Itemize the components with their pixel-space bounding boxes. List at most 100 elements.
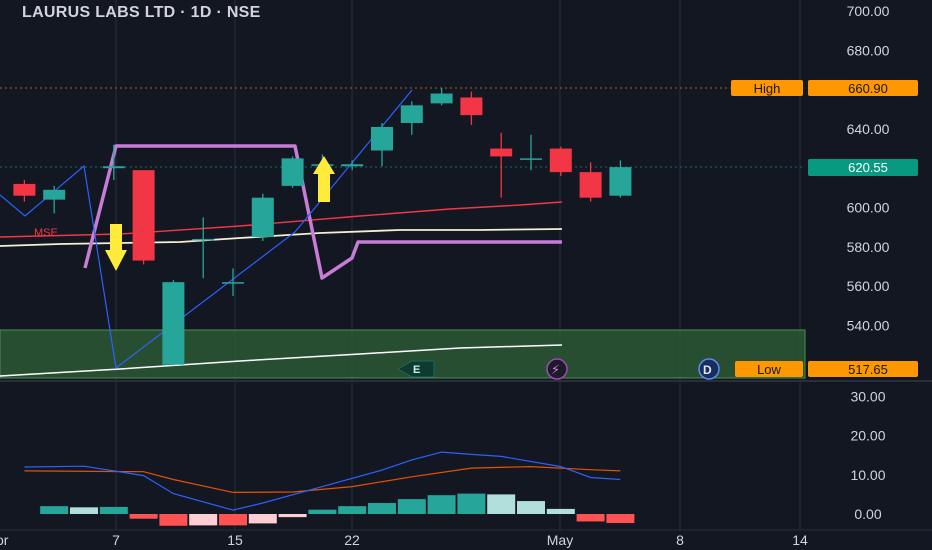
buy-arrow-icon (313, 156, 335, 202)
candle-body (281, 158, 304, 186)
dividend-marker-label: D (703, 363, 712, 377)
dividend-marker-icon[interactable]: D (698, 358, 720, 380)
macd-histogram-bar (606, 514, 635, 524)
candle-body (222, 282, 244, 284)
bullish-candle (341, 160, 364, 171)
bearish-candle (460, 91, 483, 125)
price-tick-label: 580.00 (847, 239, 890, 255)
macd-histogram-bar (546, 508, 575, 514)
high-badge-label: High (754, 81, 781, 96)
macd-histogram-bar (576, 514, 605, 522)
low-badge-label: Low (757, 362, 781, 377)
bullish-candle (162, 280, 185, 365)
time-tick-label: 14 (792, 532, 808, 548)
last-price-label: 620.55 (848, 160, 888, 175)
price-tick-label: 680.00 (847, 42, 890, 58)
macd-histogram-bar (368, 503, 396, 514)
high-value-label: 660.90 (848, 81, 888, 96)
last-price-badge: 620.55 (808, 159, 918, 176)
candle-body (192, 238, 215, 241)
price-tick-label: 700.00 (847, 3, 890, 19)
macd-histogram-bar (487, 494, 516, 514)
candle-body (430, 93, 453, 104)
bullish-candle (251, 193, 274, 241)
macd-tick-label: 10.00 (850, 467, 885, 483)
bullish-candle (371, 123, 393, 167)
purple-trend-line (83, 144, 562, 280)
candle-body (132, 170, 155, 261)
price-tick-label: 600.00 (847, 200, 890, 216)
candle-body (13, 183, 36, 196)
indicator-lines: MSE (0, 89, 563, 377)
macd-line (24, 451, 621, 511)
blue-zigzag-line (0, 89, 413, 370)
candle-body (251, 197, 274, 237)
high-badge: High 660.90 (731, 80, 918, 96)
time-tick-label: 7 (112, 532, 120, 548)
time-axis[interactable]: 7 15 22 May 8 14 or (0, 529, 932, 548)
macd-histogram-bar (159, 514, 188, 526)
candle-body (549, 148, 572, 173)
bullish-candle (400, 101, 423, 135)
white-long-moving-average (0, 344, 563, 377)
price-tick-label: 540.00 (847, 317, 890, 333)
macd-histogram-bar (248, 514, 277, 524)
candle-body (490, 148, 513, 157)
bullish-candle (43, 185, 66, 214)
macd-histogram-bar (129, 514, 158, 519)
macd-histogram-bar (189, 514, 218, 526)
cream-moving-average (0, 228, 563, 247)
bullish-candle (520, 134, 542, 171)
candles (13, 87, 632, 365)
low-value-label: 517.65 (848, 362, 888, 377)
bullish-candle (430, 87, 453, 106)
bullish-candle (609, 160, 632, 198)
macd-tick-label: 0.00 (854, 506, 881, 522)
macd-histogram-bar (99, 506, 128, 514)
candle-body (102, 166, 125, 169)
bullish-candle (281, 156, 304, 188)
bearish-candle (490, 132, 513, 198)
candle-body (609, 167, 632, 196)
bullish-candle (102, 144, 125, 180)
candle-body (43, 189, 66, 200)
time-tick-label-partial: or (0, 532, 9, 548)
red-moving-average (0, 201, 563, 238)
candle-body (341, 164, 364, 167)
grid (115, 0, 801, 530)
macd-histogram-bar (40, 506, 69, 514)
macd-histogram-bar (278, 514, 307, 518)
lightning-marker-label: ⚡ (551, 363, 560, 378)
macd-histogram-bar (517, 501, 545, 514)
sell-arrow-icon (105, 224, 127, 271)
signal-arrows (105, 156, 335, 271)
candle-body (162, 282, 185, 365)
time-tick-label: 8 (676, 532, 684, 548)
macd-histogram-bar (427, 495, 456, 514)
time-tick-label: May (547, 532, 573, 548)
bearish-candle (13, 179, 36, 202)
earnings-marker-icon[interactable]: E (396, 360, 435, 378)
macd-histogram-bar (338, 506, 367, 514)
bullish-candle (222, 268, 244, 296)
candle-body (520, 158, 542, 160)
ma-label: MSE (34, 227, 58, 239)
chart-title: LAURUS LABS LTD · 1D · NSE (22, 4, 261, 21)
bearish-candle (132, 170, 155, 265)
macd-axis[interactable]: 30.00 20.00 10.00 0.00 (850, 388, 885, 522)
candle-body (579, 172, 602, 198)
time-tick-label: 15 (227, 532, 243, 548)
event-markers[interactable]: E ⚡ D (396, 358, 720, 380)
bearish-candle (549, 146, 572, 177)
bearish-candle (579, 162, 602, 202)
low-badge: Low 517.65 (735, 361, 918, 377)
price-labels: High 660.90 620.55 Low 517.65 (731, 80, 918, 377)
lightning-marker-icon[interactable]: ⚡ (546, 358, 568, 380)
price-tick-label: 640.00 (847, 121, 890, 137)
macd-histogram-bar (457, 493, 486, 514)
candle-body (371, 126, 393, 151)
bullish-candle (192, 217, 215, 279)
candle-body (400, 105, 423, 124)
macd-pane (24, 451, 635, 526)
